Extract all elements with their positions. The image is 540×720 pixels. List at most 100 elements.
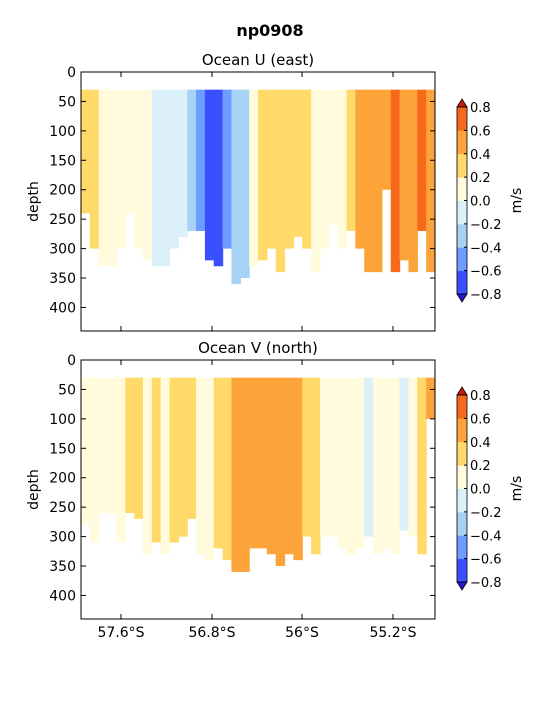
contour-column	[364, 89, 374, 273]
contour-field	[81, 377, 435, 572]
colorbar-label: m/s	[509, 188, 525, 214]
colorbar-tick-label: 0.6	[470, 412, 491, 427]
contour-column	[258, 89, 268, 261]
colorbar: 0.8 0.6 0.4 0.2 0.0 −0.2 −0.4 −0.6 −0.8 m/s	[456, 98, 525, 303]
contour-column	[142, 89, 153, 261]
contour-column	[319, 89, 330, 249]
contour-column	[355, 89, 365, 249]
y-tick-label: 50	[58, 94, 76, 110]
contour-column	[381, 89, 392, 190]
colorbar-tick-label: 0.2	[470, 459, 491, 474]
contour-column	[426, 377, 435, 419]
contour-column	[373, 89, 383, 273]
colorbar-bin	[457, 270, 467, 295]
contour-column	[328, 377, 339, 537]
contour-column	[98, 377, 109, 514]
colorbar-tick-label: 0.2	[470, 171, 491, 186]
contour-column	[231, 377, 241, 572]
colorbar-extend-max	[456, 98, 468, 108]
contour-column	[426, 89, 435, 273]
contour-column	[160, 89, 171, 267]
x-tick-label: 56.8°S	[188, 625, 235, 641]
colorbar-extend-min	[456, 581, 468, 591]
contour-column	[337, 89, 348, 249]
contour-column	[390, 377, 401, 555]
y-tick-label: 50	[58, 382, 76, 398]
contour-column	[107, 89, 117, 267]
contour-column	[116, 377, 126, 543]
colorbar-bin	[457, 441, 467, 466]
plot-frame	[80, 359, 436, 620]
colorbar-tick-label: 0.0	[470, 195, 491, 210]
y-tick-label: 200	[49, 471, 76, 487]
contour-column	[364, 377, 374, 537]
contour-column	[275, 89, 286, 273]
contour-column	[355, 377, 365, 549]
colorbar: 0.8 0.6 0.4 0.2 0.0 −0.2 −0.4 −0.6 −0.8 m/s	[456, 386, 525, 591]
colorbar-extend-max	[456, 386, 468, 396]
y-tick-label: 0	[67, 65, 76, 81]
chart-title: Ocean U (east)	[202, 51, 314, 69]
colorbar-bin	[457, 130, 467, 155]
colorbar-tick-label: 0.4	[470, 436, 491, 451]
colorbar-bin	[457, 247, 467, 272]
y-tick-label: 350	[49, 559, 76, 575]
contour-column	[311, 377, 321, 555]
colorbar-extend-min	[456, 293, 468, 303]
chart-panel-2: Ocean V (north) 0 50 100 150 200 250 300 350 400 d…	[26, 339, 525, 641]
contour-column	[258, 377, 268, 549]
contour-column	[328, 89, 339, 226]
colorbar-bin	[457, 200, 467, 225]
contour-column	[417, 89, 427, 231]
contour-column	[151, 377, 162, 543]
contour-column	[293, 89, 303, 237]
y-tick-label: 250	[49, 212, 76, 228]
y-tick-label: 400	[49, 588, 76, 604]
contour-column	[399, 377, 410, 531]
contour-column	[169, 89, 179, 249]
colorbar-tick-label: −0.6	[470, 265, 502, 280]
contour-column	[89, 89, 100, 249]
contour-column	[151, 89, 162, 267]
contour-column	[196, 89, 206, 231]
y-tick-label: 100	[49, 412, 76, 428]
contour-column	[204, 377, 215, 561]
x-tick-label: 56°S	[285, 625, 319, 641]
colorbar-tick-label: −0.4	[470, 529, 502, 544]
contour-column	[240, 89, 250, 279]
y-axis-label: depth	[26, 181, 42, 222]
contour-column	[213, 377, 224, 549]
y-tick-label: 150	[49, 441, 76, 457]
contour-column	[311, 89, 321, 273]
chart-title: Ocean V (north)	[198, 339, 318, 357]
contour-column	[381, 377, 392, 549]
colorbar-bin	[457, 535, 467, 560]
colorbar-tick-label: 0.6	[470, 124, 491, 139]
contour-column	[222, 89, 233, 249]
contour-column	[337, 377, 348, 549]
contour-column	[249, 89, 259, 267]
contour-column	[89, 377, 100, 543]
contour-column	[302, 377, 312, 537]
contour-column	[284, 377, 294, 555]
y-tick-label: 150	[49, 153, 76, 169]
colorbar-tick-label: −0.2	[470, 506, 502, 521]
contour-column	[125, 89, 135, 214]
contour-column	[302, 89, 312, 249]
x-tick-label: 57.6°S	[97, 625, 144, 641]
contour-column	[160, 377, 171, 555]
colorbar-bin	[457, 558, 467, 583]
contour-column	[266, 377, 277, 555]
contour-column	[142, 377, 153, 555]
contour-column	[275, 377, 286, 567]
contour-column	[204, 89, 215, 261]
contour-column	[98, 89, 109, 267]
contour-column	[231, 89, 241, 284]
y-tick-label: 250	[49, 500, 76, 516]
colorbar-bin	[457, 511, 467, 536]
contour-column	[125, 377, 135, 514]
y-tick-label: 350	[49, 271, 76, 287]
y-tick-label: 400	[49, 300, 76, 316]
colorbar-tick-label: −0.8	[470, 288, 502, 303]
y-tick-label: 200	[49, 183, 76, 199]
